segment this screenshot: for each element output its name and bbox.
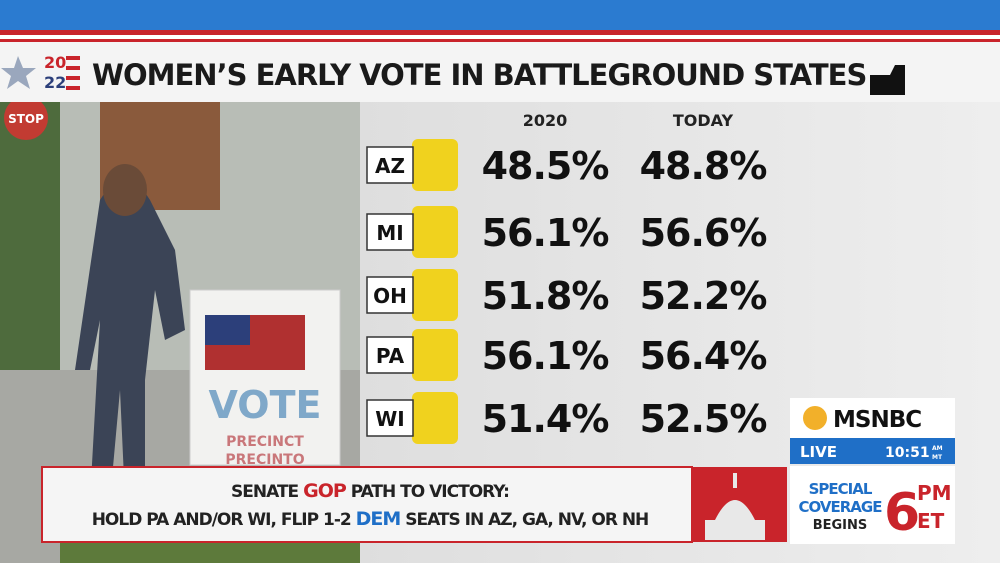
cell: 56.6% xyxy=(640,211,767,255)
cell: 51.8% xyxy=(482,274,609,318)
sign-line: PRECINCT xyxy=(226,434,304,450)
cell: 52.2% xyxy=(640,274,767,318)
cell: 48.5% xyxy=(482,144,609,188)
ticker-part: HOLD PA AND/OR WI, FLIP 1-2 xyxy=(92,510,356,530)
stripe xyxy=(0,35,1000,39)
stop-sign: STOP xyxy=(8,112,44,126)
state-label: WI xyxy=(375,407,405,431)
ballot-icon xyxy=(870,65,905,95)
cell: 56.1% xyxy=(482,334,609,378)
promo-box xyxy=(790,466,955,544)
et: ET xyxy=(917,509,945,533)
title-bar xyxy=(0,42,1000,102)
stripe xyxy=(0,30,1000,35)
logo-top: 20 xyxy=(44,53,66,72)
ticker-box xyxy=(41,466,693,543)
am: AM xyxy=(932,445,943,452)
pm: PM xyxy=(917,481,952,505)
state-shape xyxy=(412,139,458,191)
ticker-line: SENATE GOP PATH TO VICTORY: xyxy=(231,480,509,502)
promo: COVERAGE xyxy=(799,498,883,516)
ticker-part: DEM xyxy=(356,508,401,530)
state-tag xyxy=(366,399,414,437)
ticker-line: HOLD PA AND/OR WI, FLIP 1-2 DEM SEATS IN… xyxy=(92,508,649,530)
state-label: MI xyxy=(376,221,403,245)
title: WOMEN’S EARLY VOTE IN BATTLEGROUND STATE… xyxy=(92,58,866,92)
ticker-part: GOP xyxy=(303,480,347,502)
cell: 56.1% xyxy=(482,211,609,255)
state-label: PA xyxy=(376,344,405,368)
cell: 51.4% xyxy=(482,397,609,441)
state-label: OH xyxy=(373,284,407,308)
network: MSNBC xyxy=(833,407,921,433)
state-label: AZ xyxy=(375,154,405,178)
column-header: TODAY xyxy=(673,111,734,130)
zone: MT xyxy=(932,454,943,461)
peacock xyxy=(803,406,827,430)
sign-text: VOTE xyxy=(209,383,322,427)
cell: 56.4% xyxy=(640,334,767,378)
promo: BEGINS xyxy=(813,518,868,533)
state-shape xyxy=(412,392,458,444)
cell: 52.5% xyxy=(640,397,767,441)
state-shape xyxy=(412,329,458,381)
live: LIVE xyxy=(800,443,837,461)
stripe xyxy=(0,39,1000,42)
ticker-part: SEATS IN AZ, GA, NV, OR NH xyxy=(400,510,648,530)
promo: SPECIAL xyxy=(809,480,873,498)
state-tag xyxy=(366,146,414,184)
ticker-part: SENATE xyxy=(231,482,303,502)
state-tag xyxy=(366,213,414,251)
sign-line: PRECINTO xyxy=(225,452,304,468)
time: 10:51 xyxy=(885,445,930,461)
state-tag xyxy=(366,336,414,374)
logo: 20 22 xyxy=(1,53,80,92)
top-band xyxy=(0,0,1000,30)
hour: 6 xyxy=(884,483,920,543)
column-header: 2020 xyxy=(523,111,568,130)
state-shape xyxy=(412,269,458,321)
ticker-part: PATH TO VICTORY: xyxy=(346,482,509,502)
state-tag xyxy=(366,276,414,314)
capitol-icon xyxy=(705,473,765,540)
state-shape xyxy=(412,206,458,258)
live-bar xyxy=(790,438,955,464)
cell: 48.8% xyxy=(640,144,767,188)
logo-bottom: 22 xyxy=(44,73,66,92)
